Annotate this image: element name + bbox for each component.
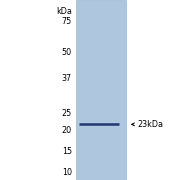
Text: 20: 20 (62, 126, 72, 135)
Text: 37: 37 (62, 74, 72, 83)
Text: 50: 50 (62, 48, 72, 57)
Text: kDa: kDa (56, 7, 72, 16)
Bar (76, 0, 126, 180)
Text: 75: 75 (62, 17, 72, 26)
Text: 23kDa: 23kDa (137, 120, 163, 129)
Text: 10: 10 (62, 168, 72, 177)
Text: 15: 15 (62, 147, 72, 156)
Text: 25: 25 (62, 109, 72, 118)
